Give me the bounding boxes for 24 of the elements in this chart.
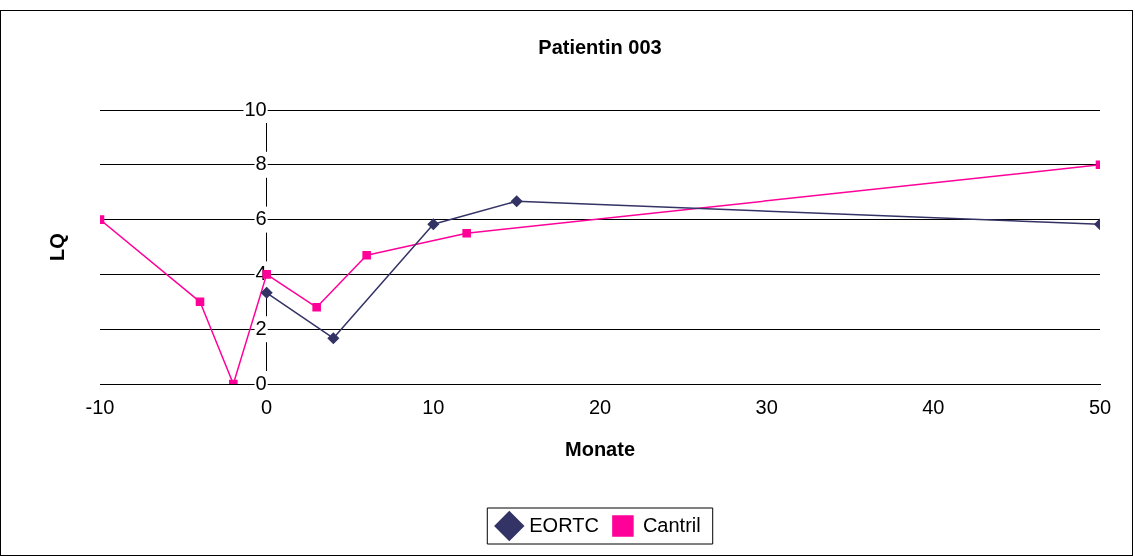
x-tick-label: 40 [922,395,945,418]
legend-label: Cantril [642,513,701,536]
y-tick-label: 2 [255,316,267,339]
y-tick-label: 6 [255,207,267,230]
point [362,250,371,260]
point [462,229,471,238]
legend-label: EORTC [529,513,599,536]
y-axis-title: LQ [45,233,68,261]
x-tick-label: 30 [755,395,778,418]
x-tick-label: 10 [422,395,445,418]
point [510,195,523,207]
y-tick-label: 0 [255,371,267,394]
point [312,302,321,312]
x-axis-title: Monate [565,437,635,460]
point [260,287,273,299]
chart-title: Patientin 003 [538,35,662,58]
point [195,297,205,307]
y-tick-label: 8 [255,152,267,175]
point [427,218,440,231]
x-tick-label: 50 [1088,395,1112,418]
x-tick-label: 20 [588,395,612,418]
point [327,332,340,344]
x-tick-label: -10 [85,395,115,418]
y-tick-label: 10 [244,97,267,120]
